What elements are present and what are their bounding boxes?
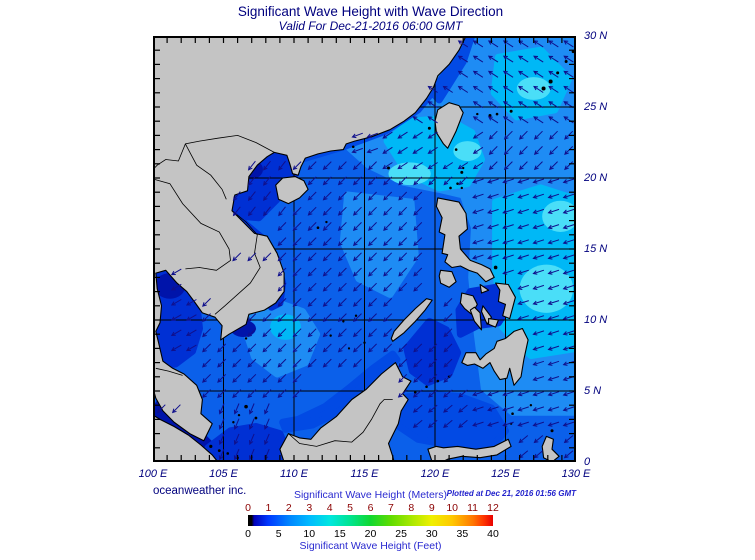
legend-meters-ticks: 0 1 2 3 4 5 6 7 8 9 10 11 12 [0,502,755,514]
legend-meters-tick: 3 [306,502,313,514]
lat-tick-label: 5 N [584,385,602,397]
lon-tick-label: 100 E [138,468,168,480]
legend-meters-tick: 8 [408,502,415,514]
header: Significant Wave Height with Wave Direct… [0,4,741,33]
legend-feet-tick: 10 [303,528,316,540]
legend-meters-tick: 7 [387,502,394,514]
credit-text: oceanweather inc. [153,485,247,497]
legend-feet-tick: 0 [245,528,251,540]
plotted-timestamp: Plotted at Dec 21, 2016 01:56 GMT [446,489,576,498]
legend-feet-label: Significant Wave Height (Feet) [299,540,442,552]
legend-feet-ticks: 0 5 10 15 20 25 30 35 40 [0,528,755,540]
map-canvas [149,32,580,466]
lon-tick-label: 130 E [561,468,591,480]
legend-feet-tick: 20 [364,528,377,540]
legend-meters-tick: 9 [428,502,435,514]
legend-feet-tick: 30 [425,528,438,540]
wave-height-field [149,32,580,466]
legend-feet-tick: 35 [456,528,469,540]
legend-meters-tick: 10 [446,502,458,514]
legend-feet-tick: 5 [275,528,282,540]
legend-feet-tick: 40 [487,528,499,540]
legend-meters-tick: 5 [347,502,353,514]
lon-tick-label: 120 E [420,468,450,480]
lat-tick-label: 20 N [584,172,608,184]
legend-colorbar [248,515,493,526]
lat-tick-label: 30 N [584,30,608,42]
legend-feet-tick: 15 [334,528,346,540]
legend-meters-tick: 11 [467,502,479,514]
lat-tick-label: 10 N [584,314,608,326]
legend-meters-tick: 4 [326,502,333,514]
legend-feet-tick: 25 [395,528,407,540]
legend-meters-tick: 12 [487,502,499,514]
lat-tick-label: 25 N [584,101,608,113]
lon-tick-label: 115 E [350,468,379,480]
lat-tick-label: 0 [584,456,591,468]
legend-meters-tick: 0 [245,502,251,514]
lon-tick-label: 105 E [209,468,238,480]
legend-meters-tick: 2 [285,502,292,514]
page-title: Significant Wave Height with Wave Direct… [237,4,504,19]
legend-meters-tick: 6 [367,502,374,514]
lat-tick-label: 15 N [584,243,608,255]
lon-tick-label: 125 E [491,468,520,480]
valid-time-subtitle: Valid For Dec-21-2016 06:00 GMT [278,19,463,33]
lon-tick-label: 110 E [280,468,308,480]
legend-meters-label: Significant Wave Height (Meters) [293,489,448,501]
legend-meters-tick: 1 [265,502,272,514]
